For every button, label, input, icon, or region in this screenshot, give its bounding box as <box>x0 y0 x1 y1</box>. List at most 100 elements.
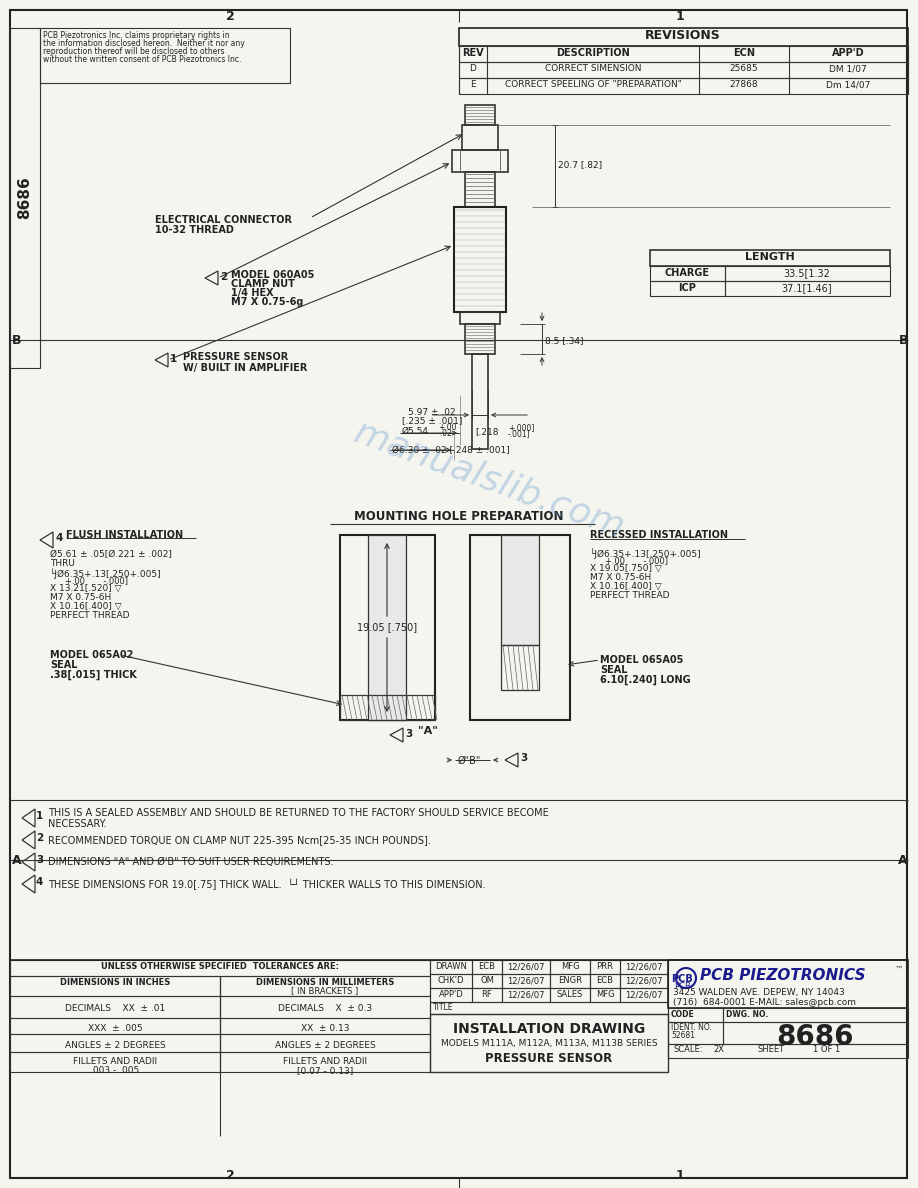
Text: CHARGE: CHARGE <box>665 268 710 278</box>
Text: +.00: +.00 <box>438 423 456 432</box>
Text: INSTALLATION DRAWING: INSTALLATION DRAWING <box>453 1022 645 1036</box>
Bar <box>668 1022 723 1044</box>
Text: X 13.21[.520] ▽: X 13.21[.520] ▽ <box>50 584 121 593</box>
Text: Dm 14/07: Dm 14/07 <box>826 80 870 89</box>
Text: MODEL 065A02: MODEL 065A02 <box>50 650 133 661</box>
Text: X 19.05[.750] ▽: X 19.05[.750] ▽ <box>590 564 662 573</box>
Text: (716)  684-0001 E-MAIL: sales@pcb.com: (716) 684-0001 E-MAIL: sales@pcb.com <box>673 998 856 1007</box>
Text: DM 1/07: DM 1/07 <box>829 64 867 72</box>
Text: ENGR: ENGR <box>558 977 582 985</box>
Text: RECESSED INSTALLATION: RECESSED INSTALLATION <box>590 530 728 541</box>
Text: Ø"B": Ø"B" <box>458 756 481 766</box>
Text: MOUNTING HOLE PREPARATION: MOUNTING HOLE PREPARATION <box>354 510 564 523</box>
Text: 27868: 27868 <box>730 80 758 89</box>
Bar <box>620 988 668 1001</box>
Bar <box>472 354 488 449</box>
Text: SHEET: SHEET <box>758 1045 785 1054</box>
Bar <box>10 996 220 1018</box>
Text: XX  ± 0.13: XX ± 0.13 <box>301 1024 349 1034</box>
Text: 3: 3 <box>405 729 412 739</box>
Text: ICP: ICP <box>678 283 696 293</box>
Text: REVISIONS: REVISIONS <box>645 29 721 42</box>
Bar <box>668 960 908 1007</box>
Bar <box>220 1053 430 1072</box>
Text: 6.10[.240] LONG: 6.10[.240] LONG <box>600 675 690 685</box>
Bar <box>465 172 495 207</box>
Bar <box>472 960 502 974</box>
Text: 4: 4 <box>36 877 43 887</box>
Text: CODE: CODE <box>671 1010 695 1019</box>
Text: ECB: ECB <box>597 977 613 985</box>
Text: A: A <box>899 853 908 866</box>
Text: 12/26/07: 12/26/07 <box>508 990 544 999</box>
Bar <box>459 62 908 78</box>
Text: 52681: 52681 <box>671 1031 695 1040</box>
Text: PCB: PCB <box>671 974 693 984</box>
Text: [0.07 - 0.13]: [0.07 - 0.13] <box>297 1066 353 1075</box>
Text: DWG. NO.: DWG. NO. <box>726 1010 768 1019</box>
Text: +.000]: +.000] <box>508 423 534 432</box>
Text: ECN: ECN <box>733 48 755 58</box>
Bar <box>40 29 290 83</box>
Bar <box>340 535 435 720</box>
Text: MODEL 065A05: MODEL 065A05 <box>600 655 683 665</box>
Text: FILLETS AND RADII: FILLETS AND RADII <box>283 1057 367 1066</box>
Text: M7 X 0.75-6g: M7 X 0.75-6g <box>231 297 303 307</box>
Text: CHK'D: CHK'D <box>438 977 465 985</box>
Text: the information disclosed hereon.  Neither it nor any: the information disclosed hereon. Neithe… <box>43 39 245 48</box>
Bar <box>10 1018 220 1034</box>
Text: SEAL: SEAL <box>600 665 628 675</box>
Text: 1: 1 <box>676 10 685 23</box>
Text: 10-32 THREAD: 10-32 THREAD <box>155 225 234 235</box>
Text: PCB PIEZOTRONICS: PCB PIEZOTRONICS <box>700 968 866 982</box>
Bar <box>725 282 890 296</box>
Bar <box>620 960 668 974</box>
Text: reproduction thereof will be disclosed to others: reproduction thereof will be disclosed t… <box>43 48 225 56</box>
Text: CLAMP NUT: CLAMP NUT <box>231 279 295 289</box>
Bar <box>10 29 40 368</box>
Bar <box>501 645 539 690</box>
Bar <box>590 974 620 988</box>
Bar <box>590 988 620 1001</box>
Bar <box>620 974 668 988</box>
Text: X 10.16[.400] ▽: X 10.16[.400] ▽ <box>50 602 121 611</box>
Text: -.02: -.02 <box>438 429 453 438</box>
Text: X 10.16[.400] ▽: X 10.16[.400] ▽ <box>590 582 662 590</box>
Text: 3: 3 <box>36 855 43 865</box>
Text: E: E <box>470 80 476 89</box>
Text: 33.5[1.32: 33.5[1.32 <box>784 268 831 278</box>
Text: DIMENSIONS "A" AND Ø'B" TO SUIT USER REQUIREMENTS.: DIMENSIONS "A" AND Ø'B" TO SUIT USER REQ… <box>48 857 333 867</box>
Bar <box>430 988 472 1001</box>
Text: A: A <box>12 853 22 866</box>
Text: DECIMALS    XX  ± .01: DECIMALS XX ± .01 <box>65 1004 165 1013</box>
Text: DRAWN: DRAWN <box>435 962 467 971</box>
Text: 2: 2 <box>226 1169 234 1182</box>
Bar <box>459 29 908 46</box>
Text: "A": "A" <box>418 726 438 737</box>
Text: ™: ™ <box>895 965 903 974</box>
Bar <box>502 960 550 974</box>
Text: Ø6.30 ± .02 [.248 ± .001]: Ø6.30 ± .02 [.248 ± .001] <box>392 446 509 455</box>
Bar <box>550 960 590 974</box>
Text: W/ BUILT IN AMPLIFIER: W/ BUILT IN AMPLIFIER <box>183 364 308 373</box>
Text: [ IN BRACKETS ]: [ IN BRACKETS ] <box>291 986 359 996</box>
Text: CORRECT SIMENSION: CORRECT SIMENSION <box>544 64 642 72</box>
Text: └JØ6.35+.13[.250+.005]: └JØ6.35+.13[.250+.005] <box>590 548 701 558</box>
Text: M7 X 0.75-6H: M7 X 0.75-6H <box>50 593 111 602</box>
Text: -.001]: -.001] <box>508 429 531 438</box>
Bar <box>550 974 590 988</box>
Text: FLUSH INSTALLATION: FLUSH INSTALLATION <box>66 530 183 541</box>
Text: APP'D: APP'D <box>439 990 464 999</box>
Text: PCB: PCB <box>675 982 691 991</box>
Text: CORRECT SPEELING OF "PREPARATION": CORRECT SPEELING OF "PREPARATION" <box>505 80 681 89</box>
Text: DECIMALS    X  ± 0.3: DECIMALS X ± 0.3 <box>278 1004 372 1013</box>
Text: THIS IS A SEALED ASSEMBLY AND SHOULD BE RETURNED TO THE FACTORY SHOULD SERVICE B: THIS IS A SEALED ASSEMBLY AND SHOULD BE … <box>48 808 549 819</box>
Text: UNLESS OTHERWISE SPECIFIED  TOLERANCES ARE:: UNLESS OTHERWISE SPECIFIED TOLERANCES AR… <box>101 962 339 971</box>
Bar <box>502 988 550 1001</box>
Bar <box>459 46 908 62</box>
Text: SALES: SALES <box>557 990 583 999</box>
Text: [.235 ± .001]: [.235 ± .001] <box>402 416 462 425</box>
Text: ECB: ECB <box>478 962 496 971</box>
Bar <box>220 1018 430 1034</box>
Text: +.00       -.000]: +.00 -.000] <box>65 576 128 584</box>
